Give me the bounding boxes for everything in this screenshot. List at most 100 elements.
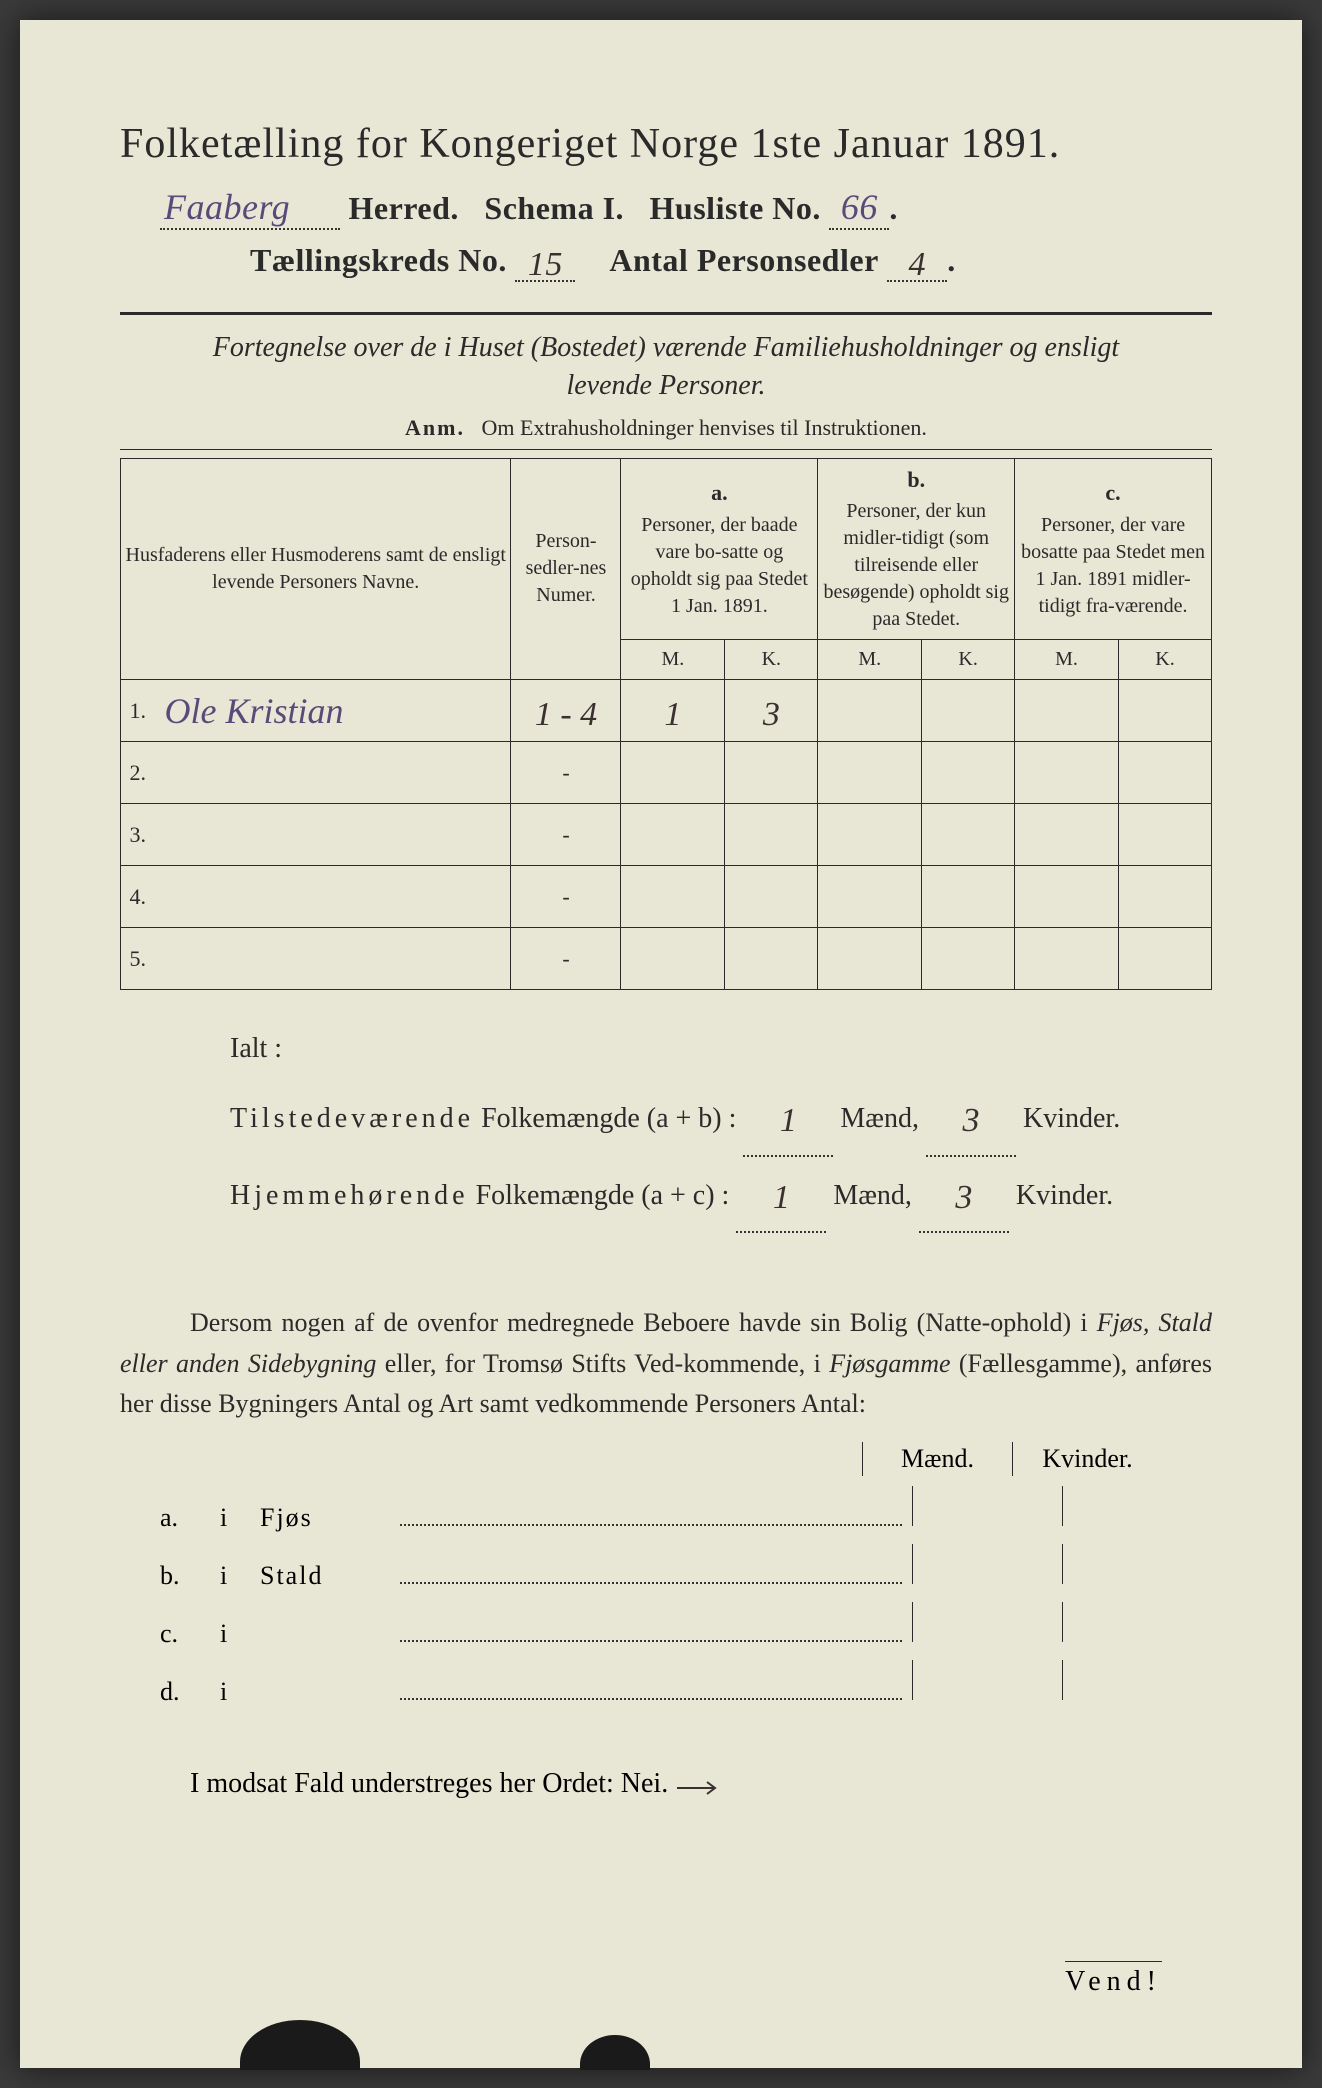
divider-1: [120, 312, 1212, 315]
ob-type: Fjøs: [260, 1492, 400, 1544]
ob-k: [1062, 1486, 1212, 1526]
row-idx: 3.: [121, 804, 155, 866]
row-c-k: [1118, 680, 1211, 742]
row-b-k: [922, 742, 1015, 804]
antal-value: 4: [909, 246, 927, 284]
ob-i: i: [220, 1492, 260, 1544]
row-b-m: [818, 866, 922, 928]
row-c-m: [1015, 928, 1119, 990]
row-a-k: [725, 928, 818, 990]
anm-text: Om Extrahusholdninger henvises til Instr…: [482, 415, 927, 440]
tilstede-label: Tilstedeværende: [230, 1103, 474, 1134]
final-nei: Nei.: [621, 1768, 668, 1799]
ob-i: i: [220, 1550, 260, 1602]
row-c-m: [1015, 804, 1119, 866]
row-a-k: [725, 742, 818, 804]
row-a-k: [725, 804, 818, 866]
table-row: 2. -: [121, 742, 1212, 804]
row-a-m: [621, 866, 725, 928]
ob-m: [912, 1602, 1062, 1642]
hjemme-m-field: 1: [736, 1157, 826, 1234]
form-description: Fortegnelse over de i Huset (Bostedet) v…: [120, 329, 1212, 405]
kreds-label: Tællingskreds No.: [250, 242, 507, 278]
herred-label: Herred.: [349, 190, 459, 226]
a-k: K.: [725, 640, 818, 680]
ob-lbl: c.: [160, 1608, 220, 1660]
ob-lbl: b.: [160, 1550, 220, 1602]
row-c-m: [1015, 680, 1119, 742]
a-m: M.: [621, 640, 725, 680]
c-k: K.: [1118, 640, 1211, 680]
tilstede-line: Tilstedeværende Folkemængde (a + b) : 1 …: [230, 1080, 1212, 1157]
col-a-label: a.: [625, 478, 813, 512]
kreds-value: 15: [528, 246, 563, 284]
row-a-m: 1: [621, 680, 725, 742]
outbuilding-row: a. i Fjøs: [120, 1486, 1212, 1544]
col-name-text: Husfaderens eller Husmoderens samt de en…: [126, 544, 506, 593]
kvinder-1: Kvinder.: [1023, 1103, 1120, 1134]
herred-value: Faaberg: [164, 186, 290, 228]
final-line: I modsat Fald understreges her Ordet: Ne…: [120, 1768, 1212, 1800]
row-name: [155, 928, 511, 990]
ob-k: [1062, 1544, 1212, 1584]
row-c-m: [1015, 866, 1119, 928]
col-b-header: b. Personer, der kun midler-tidigt (som …: [818, 458, 1015, 640]
tilstede-formula: (a + b) :: [647, 1103, 737, 1134]
divider-2: [120, 449, 1212, 450]
tilstede-m-field: 1: [743, 1080, 833, 1157]
row-c-m: [1015, 742, 1119, 804]
vend-label: Vend!: [1065, 1961, 1162, 1998]
herred-field: Faaberg: [160, 186, 340, 230]
outbuilding-paragraph: Dersom nogen af de ovenfor medregnede Be…: [120, 1303, 1212, 1424]
row-a-m: [621, 742, 725, 804]
row-a-m: [621, 804, 725, 866]
row-b-m: [818, 742, 922, 804]
tilstede-k-field: 3: [926, 1080, 1016, 1157]
page-damage: [580, 2035, 650, 2070]
table-row: 1. Ole Kristian 1 - 4 1 3: [121, 680, 1212, 742]
row-name: Ole Kristian: [155, 680, 511, 742]
outbuilding-row: d. i: [120, 1660, 1212, 1718]
maend-1: Mænd,: [840, 1103, 919, 1134]
mk-m: Mænd.: [862, 1442, 1012, 1476]
row-b-k: [922, 804, 1015, 866]
ob-k: [1062, 1660, 1212, 1700]
folkmaengde-2: Folkemængde: [476, 1180, 635, 1211]
row-name: [155, 742, 511, 804]
folkmaengde-1: Folkemængde: [481, 1103, 640, 1134]
table-row: 5. -: [121, 928, 1212, 990]
anm-label: Anm.: [405, 415, 465, 440]
mk-header: Mænd. Kvinder.: [120, 1442, 1212, 1476]
household-table: Husfaderens eller Husmoderens samt de en…: [120, 458, 1212, 991]
row-b-m: [818, 680, 922, 742]
c-m: M.: [1015, 640, 1119, 680]
herred-line: Faaberg Herred. Schema I. Husliste No. 6…: [160, 186, 1212, 230]
row-c-k: [1118, 866, 1211, 928]
hjemme-k-field: 3: [919, 1157, 1009, 1234]
b-m: M.: [818, 640, 922, 680]
row-idx: 1.: [121, 680, 155, 742]
header-row-1: Husfaderens eller Husmoderens samt de en…: [121, 458, 1212, 640]
ob-type: Stald: [260, 1550, 400, 1602]
ob-lbl: d.: [160, 1666, 220, 1718]
col-sedler-text: Person-sedler-nes Numer.: [526, 530, 607, 606]
ob-lbl: a.: [160, 1492, 220, 1544]
page-damage: [240, 2020, 360, 2070]
ob-m: [912, 1660, 1062, 1700]
table-body: 1. Ole Kristian 1 - 4 1 3 2. - 3.: [121, 680, 1212, 990]
outbuilding-list: a. i Fjøs b. i Stald c. i d. i: [120, 1486, 1212, 1718]
para-t1: Dersom nogen af de ovenfor medregnede Be…: [190, 1308, 1097, 1337]
kreds-field: 15: [515, 242, 575, 282]
row-sedler: -: [511, 804, 621, 866]
schema-label: Schema I.: [484, 190, 624, 226]
col-c-text: Personer, der vare bosatte paa Stedet me…: [1021, 514, 1205, 617]
hjemme-label: Hjemmehørende: [230, 1180, 469, 1211]
main-title: Folketælling for Kongeriget Norge 1ste J…: [120, 120, 1212, 168]
row-a-m: [621, 928, 725, 990]
antal-label: Antal Personsedler: [609, 242, 878, 278]
col-name-header: Husfaderens eller Husmoderens samt de en…: [121, 458, 511, 680]
ob-dots: [400, 1674, 902, 1700]
row-sedler: -: [511, 742, 621, 804]
totals-block: Ialt : Tilstedeværende Folkemængde (a + …: [230, 1018, 1212, 1233]
row-sedler: -: [511, 928, 621, 990]
